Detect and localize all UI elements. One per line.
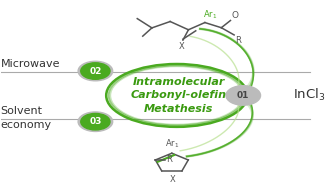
Text: O: O: [231, 11, 239, 20]
Text: Ar$_1$: Ar$_1$: [203, 9, 218, 21]
Text: Intramolecular: Intramolecular: [132, 77, 225, 87]
Circle shape: [229, 87, 258, 104]
Circle shape: [226, 86, 261, 105]
Text: Carbonyl-olefin: Carbonyl-olefin: [130, 91, 226, 100]
Text: Metathesis: Metathesis: [144, 104, 213, 114]
Text: economy: economy: [1, 120, 52, 130]
Text: Microwave: Microwave: [1, 60, 60, 70]
Text: R: R: [235, 36, 241, 45]
Text: Solvent: Solvent: [1, 106, 43, 116]
Text: 01: 01: [237, 91, 250, 100]
Text: 03: 03: [89, 117, 102, 126]
Circle shape: [81, 63, 110, 79]
Circle shape: [81, 113, 110, 130]
Text: X: X: [179, 42, 184, 51]
Text: R: R: [166, 156, 172, 164]
Text: InCl$_3$: InCl$_3$: [293, 87, 326, 104]
Text: 02: 02: [89, 67, 102, 76]
Circle shape: [78, 112, 113, 132]
Circle shape: [78, 61, 113, 81]
Text: Ar$_1$: Ar$_1$: [165, 137, 180, 150]
Text: X: X: [170, 175, 176, 184]
